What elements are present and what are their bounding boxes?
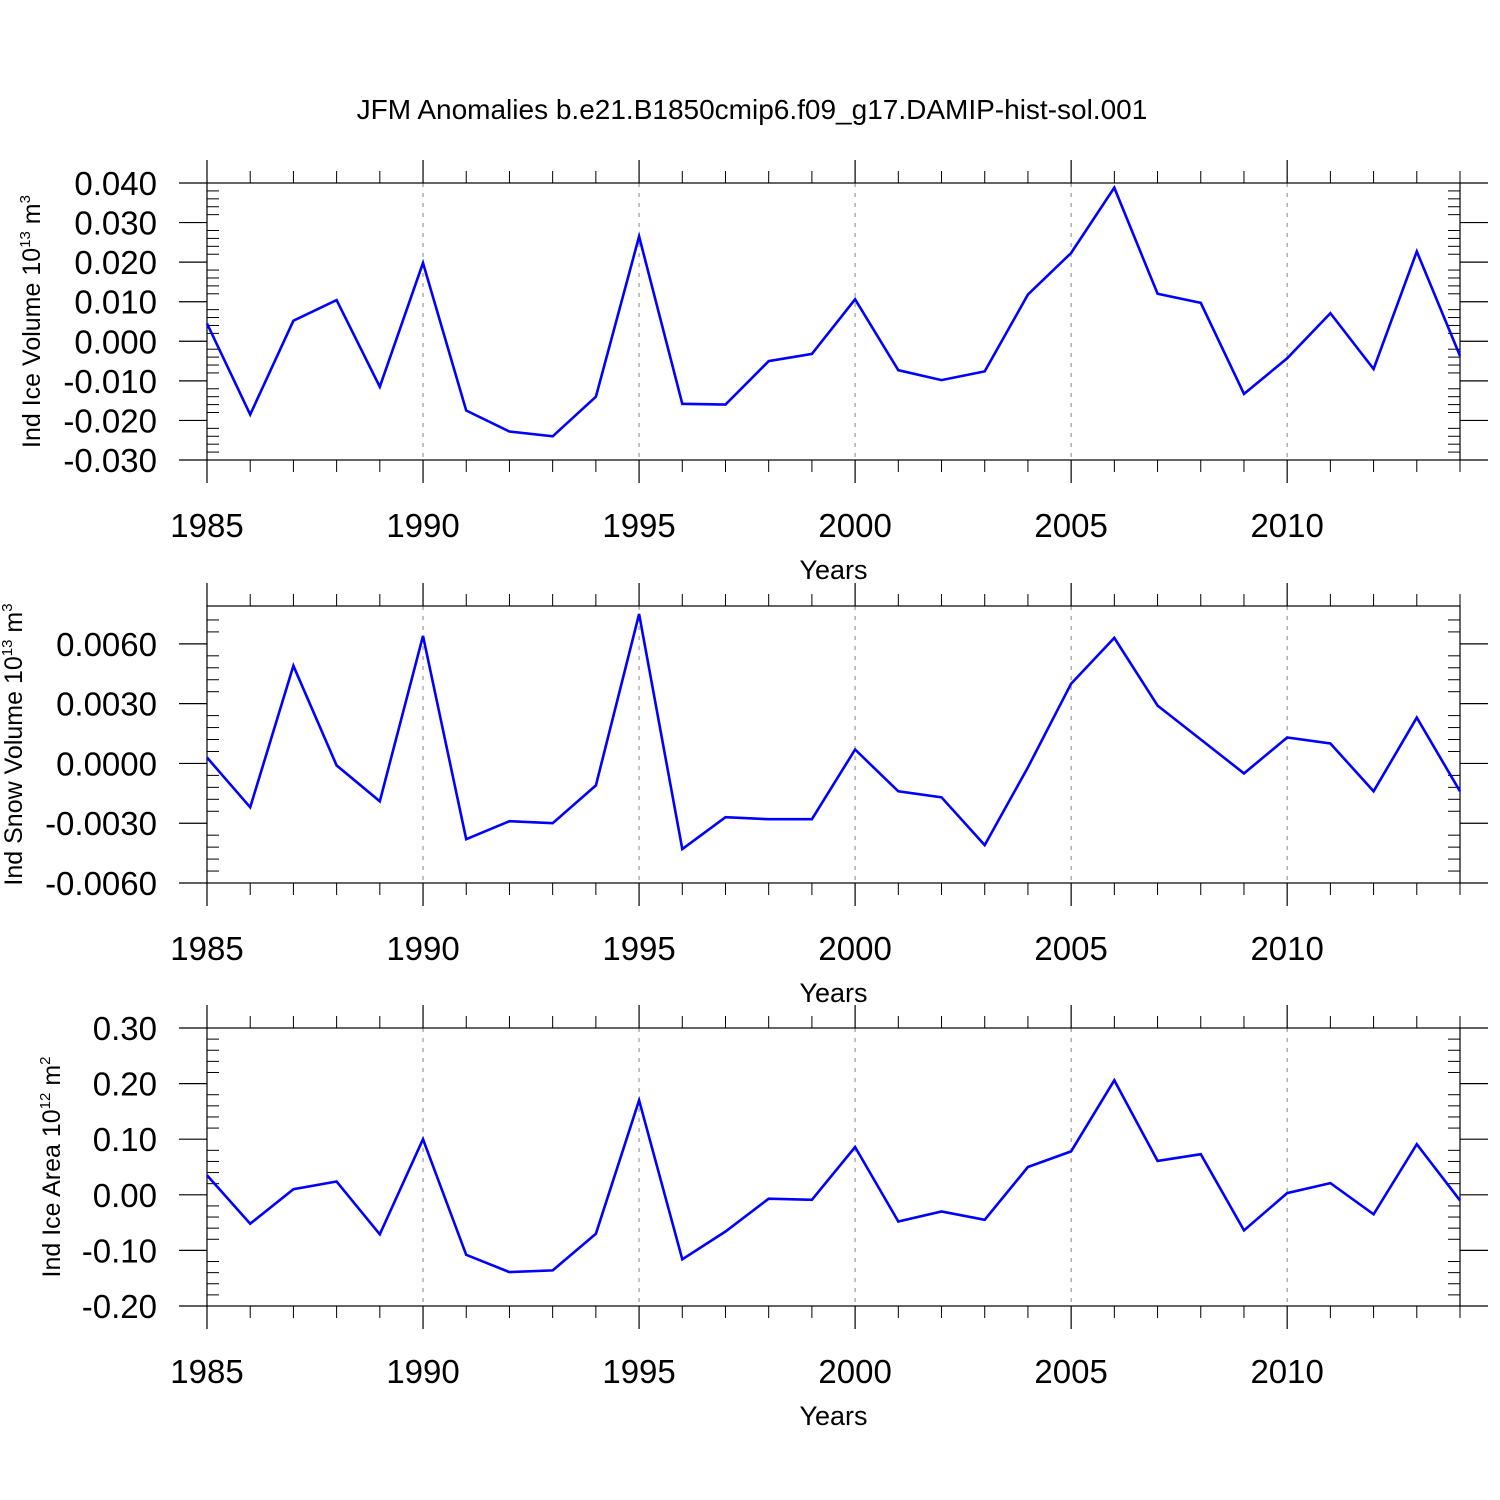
y-tick-label: 0.30 <box>93 1010 157 1047</box>
plot-frame <box>206 605 1461 884</box>
x-tick-label: 2005 <box>1034 1353 1107 1390</box>
x-tick-label: 1985 <box>170 1353 243 1390</box>
x-tick-label: 1990 <box>386 930 459 967</box>
y-tick-label: -0.10 <box>82 1232 157 1269</box>
panel-2: 1985 1990 1995 2000 2005 2010 -0.0060 -0.0030 0.… <box>0 583 1488 1008</box>
y-axis-label-unit: m <box>18 203 46 231</box>
y-axis-label-exponent: 12 <box>37 1093 54 1110</box>
y-axis-label-unit-exponent: 3 <box>0 603 16 611</box>
y-tick-label: -0.0060 <box>45 865 157 902</box>
y-tick-label: 0.00 <box>93 1177 157 1214</box>
y-tick-label: 0.0000 <box>56 745 157 782</box>
x-tick-label: 1985 <box>170 507 243 544</box>
y-tick-label: -0.20 <box>82 1288 157 1325</box>
figure-title: JFM Anomalies b.e21.B1850cmip6.f09_g17.D… <box>357 94 1148 125</box>
x-tick-label: 1995 <box>602 930 675 967</box>
x-axis-label: Years <box>799 978 867 1008</box>
x-axis-label: Years <box>799 1401 867 1431</box>
y-axis-label-unit-exponent: 2 <box>37 1057 54 1065</box>
y-tick-label: 0.000 <box>74 323 157 360</box>
y-tick-label: -0.010 <box>63 363 157 400</box>
series-line <box>206 1077 1462 1274</box>
y-tick-label: 0.020 <box>74 244 157 281</box>
plot-frame <box>206 182 1461 461</box>
x-tick-label: 2000 <box>818 507 891 544</box>
y-axis-label-unit: m <box>0 612 28 640</box>
y-axis-label: Ind Ice Area 1012 m2 <box>37 1057 66 1278</box>
y-axis-label: Ind Snow Volume 1013 m3 <box>0 603 28 885</box>
panel-1: 1985 1990 1995 2000 2005 2010 -0.030-0.020-0.0… <box>17 160 1488 585</box>
panel-3: 1985 1990 1995 2000 2005 2010 -0.20 -0.10 0.00 0.… <box>37 1005 1488 1431</box>
x-tick-label: 1985 <box>170 930 243 967</box>
series-line <box>206 613 1462 852</box>
plot-frame <box>206 1027 1461 1307</box>
y-tick-label: 0.0030 <box>56 686 157 723</box>
y-tick-label: -0.030 <box>63 442 157 479</box>
x-tick-label: 2000 <box>818 930 891 967</box>
x-tick-label: 2005 <box>1034 930 1107 967</box>
x-tick-label: 1990 <box>386 1353 459 1390</box>
y-axis-label-unit-exponent: 3 <box>17 195 34 203</box>
y-axis-label-exponent: 13 <box>0 640 16 657</box>
series-line <box>205 184 1462 438</box>
x-tick-label: 2010 <box>1250 930 1323 967</box>
y-tick-label: -0.020 <box>63 402 157 439</box>
y-axis-label-text: Ind Snow Volume 10 <box>0 656 28 885</box>
y-tick-label: 0.10 <box>93 1121 157 1158</box>
y-axis-label: Ind Ice Volume 1013 m3 <box>17 195 46 448</box>
y-axis-label-unit: m <box>38 1065 66 1093</box>
y-tick-label: 0.010 <box>74 284 157 321</box>
x-tick-label: 2000 <box>818 1353 891 1390</box>
x-tick-label: 2010 <box>1250 1353 1323 1390</box>
y-tick-label: 0.040 <box>74 165 157 202</box>
x-tick-label: 1990 <box>386 507 459 544</box>
y-tick-label: 0.030 <box>74 205 157 242</box>
panels: 1985 1990 1995 2000 2005 2010-0.030-0.020-0.0… <box>0 160 1488 1431</box>
x-tick-label: 1995 <box>602 507 675 544</box>
y-axis-label-text: Ind Ice Volume 10 <box>18 248 46 448</box>
y-tick-label: 0.20 <box>93 1066 157 1103</box>
y-axis-label-text: Ind Ice Area 10 <box>38 1109 66 1277</box>
x-tick-label: 1995 <box>602 1353 675 1390</box>
x-axis-label: Years <box>799 555 867 585</box>
x-tick-label: 2010 <box>1250 507 1323 544</box>
y-tick-label: -0.0030 <box>45 805 157 842</box>
x-tick-label: 2005 <box>1034 507 1107 544</box>
y-axis-label-exponent: 13 <box>17 231 34 248</box>
y-tick-label: 0.0060 <box>56 626 157 663</box>
